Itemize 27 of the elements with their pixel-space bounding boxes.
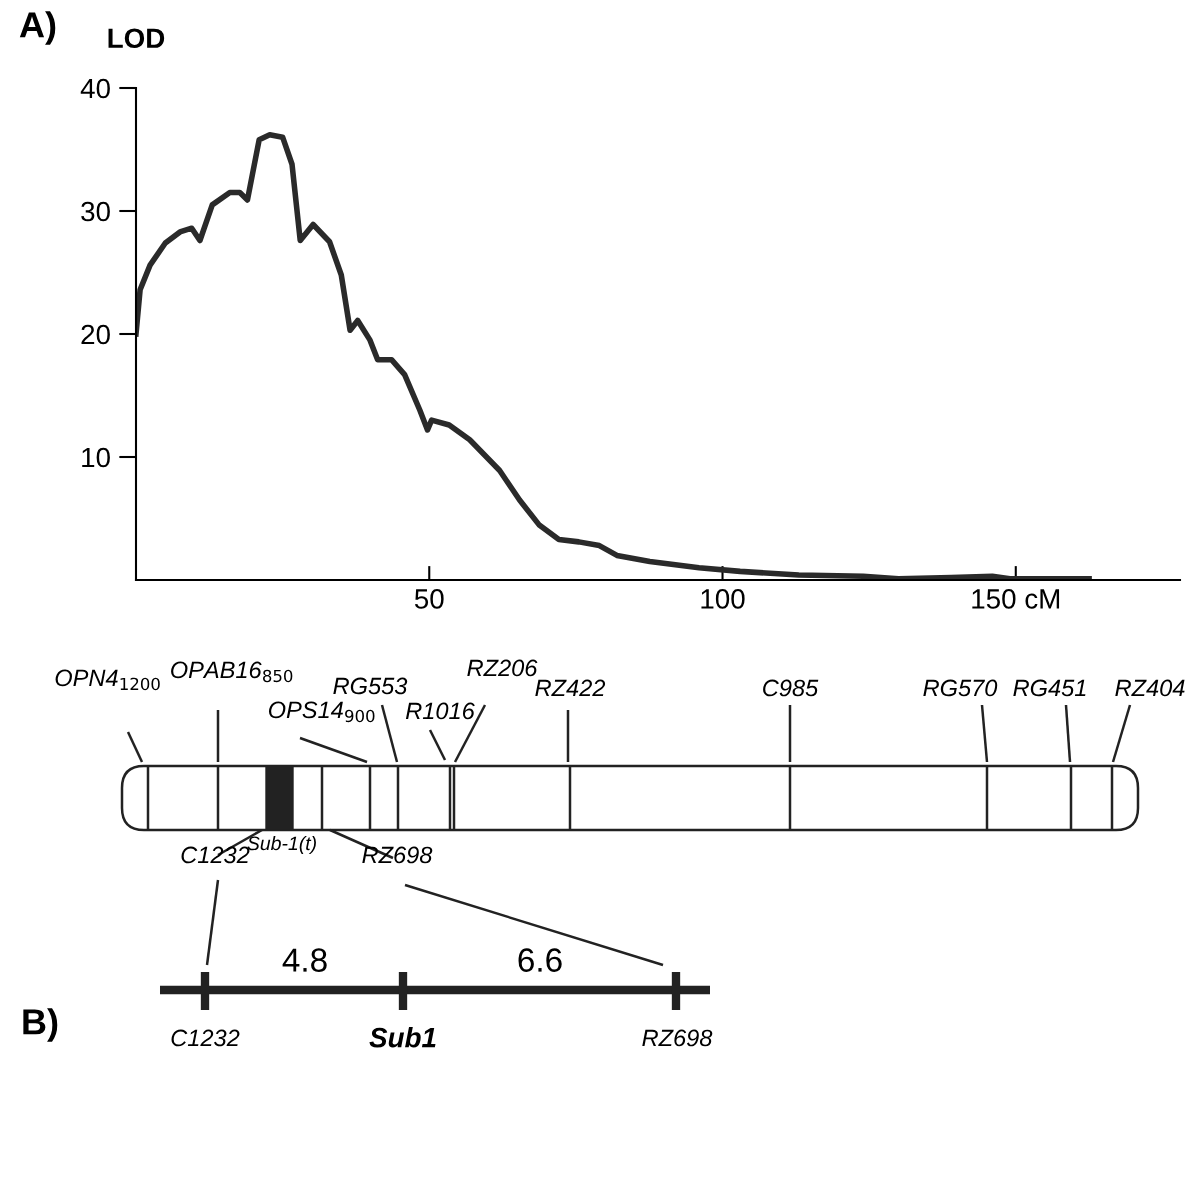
x-tick-label: 100 — [701, 589, 745, 609]
text: C985 — [763, 679, 819, 697]
x-tick-label: 50 — [414, 589, 444, 609]
y-tick-label: 40 — [80, 78, 110, 99]
y-tick-label: 20 — [81, 324, 110, 345]
text: OPN4$_{1200}$ — [55, 669, 160, 691]
text: RG553 — [333, 677, 408, 695]
text: RZ422 — [535, 679, 606, 697]
text: C1232 — [171, 1029, 240, 1047]
text: RZ698 — [642, 1029, 713, 1047]
x-tick-label: 150 cM — [972, 589, 1060, 609]
text: 4.8 — [282, 948, 327, 972]
text: RZ206 — [467, 659, 538, 677]
text: 6.6 — [518, 948, 562, 972]
text: Sub1 — [369, 1027, 436, 1048]
text: B) — [23, 1008, 58, 1042]
text: RZ698 — [362, 846, 433, 864]
y-axis-title: LOD — [108, 28, 165, 49]
text: R1016 — [405, 702, 475, 720]
text: RG451 — [1013, 679, 1086, 697]
text: RG570 — [923, 679, 998, 697]
text: OPS14$_{900}$ — [268, 701, 375, 723]
text: RZ404 — [1115, 679, 1185, 697]
y-tick-label: 10 — [82, 447, 110, 468]
text: A) — [19, 11, 56, 45]
y-tick-label: 30 — [81, 201, 110, 222]
text: OPAB16$_{850}$ — [171, 661, 293, 683]
